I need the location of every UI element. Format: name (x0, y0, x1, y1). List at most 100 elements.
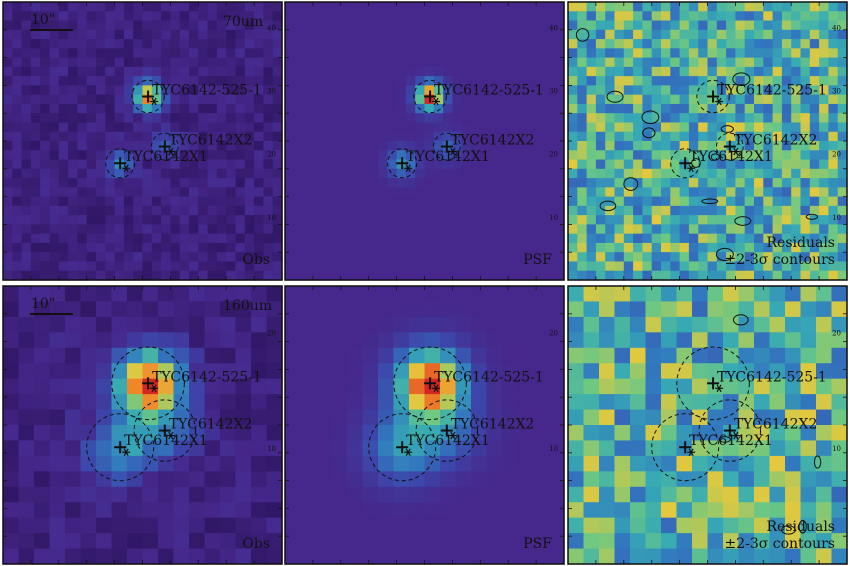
pixel (34, 378, 51, 395)
pixel (545, 2, 556, 12)
pixel (424, 131, 435, 142)
pixel (34, 347, 51, 364)
pixel (433, 224, 444, 235)
pixel (595, 11, 606, 22)
pixel (86, 57, 97, 68)
pixel (723, 347, 740, 364)
pixel (554, 103, 565, 114)
pixel (127, 533, 144, 550)
pixel (316, 363, 333, 380)
pixel (340, 168, 351, 179)
pixel (378, 378, 395, 395)
pixel (58, 122, 69, 133)
pixel (58, 233, 69, 244)
pixel (65, 440, 82, 457)
pixel (763, 224, 774, 235)
pixel (189, 332, 206, 349)
pixel (77, 39, 88, 49)
pixel (77, 2, 88, 12)
pixel (688, 178, 699, 188)
pixel (359, 270, 370, 281)
pixel (207, 168, 218, 179)
pixel (554, 131, 565, 142)
pixel (837, 141, 848, 151)
pixel (331, 141, 342, 151)
pixel (49, 196, 60, 207)
pixel (68, 187, 78, 198)
pixel (263, 39, 274, 49)
pixel (161, 252, 171, 263)
pixel (3, 113, 13, 124)
pixel (489, 196, 500, 207)
pixel (809, 131, 820, 142)
pixel (30, 2, 41, 12)
pixel (207, 178, 218, 188)
pixel (127, 455, 144, 472)
pixel (235, 301, 252, 318)
pixel (726, 20, 736, 31)
pixel (809, 2, 820, 12)
pixel (670, 11, 681, 22)
pixel (151, 39, 162, 49)
pixel (189, 363, 206, 380)
pixel (443, 122, 453, 133)
pixel (49, 29, 60, 40)
pixel (508, 85, 519, 96)
pixel (359, 252, 370, 263)
pixel (763, 103, 774, 114)
pixel (754, 57, 764, 68)
pixel (536, 94, 546, 105)
pixel (285, 20, 295, 31)
pixel (819, 29, 829, 40)
pixel (661, 533, 678, 550)
pixel (651, 39, 662, 49)
pixel (831, 347, 848, 364)
pixel (670, 215, 681, 225)
pixel (151, 261, 162, 272)
pixel (189, 242, 199, 253)
pixel (692, 286, 709, 303)
pixel (480, 261, 491, 272)
pixel (244, 131, 255, 142)
pixel (170, 252, 181, 263)
pixel (568, 57, 578, 68)
pixel (738, 455, 755, 472)
pixel (698, 2, 709, 12)
pixel (340, 66, 351, 77)
pixel (251, 425, 268, 442)
pixel (415, 48, 426, 59)
pixel (151, 11, 162, 22)
pixel (294, 85, 305, 96)
pixel (623, 141, 634, 151)
pixel (34, 394, 51, 411)
pixel (716, 141, 727, 151)
pixel (455, 533, 472, 550)
pixel (161, 168, 171, 179)
pixel (322, 233, 333, 244)
pixel (785, 455, 802, 472)
pixel (744, 159, 755, 170)
pixel (508, 187, 519, 198)
pixel (461, 94, 472, 105)
pixel (207, 252, 218, 263)
pixel (294, 103, 305, 114)
pixel (235, 66, 246, 77)
pixel (489, 215, 500, 225)
pixel (263, 252, 274, 263)
pixel (123, 150, 134, 161)
pixel (455, 363, 472, 380)
pixel (254, 66, 264, 77)
pixel (471, 486, 488, 503)
pixel (251, 548, 268, 565)
pixel (800, 39, 811, 49)
pixel (378, 486, 395, 503)
pixel (114, 196, 125, 207)
pixel (688, 242, 699, 253)
pixel (480, 187, 491, 198)
pixel (77, 29, 88, 40)
pixel (698, 39, 709, 49)
pixel (800, 270, 811, 281)
pixel (179, 252, 190, 263)
pixel (498, 187, 509, 198)
pixel (645, 301, 662, 318)
